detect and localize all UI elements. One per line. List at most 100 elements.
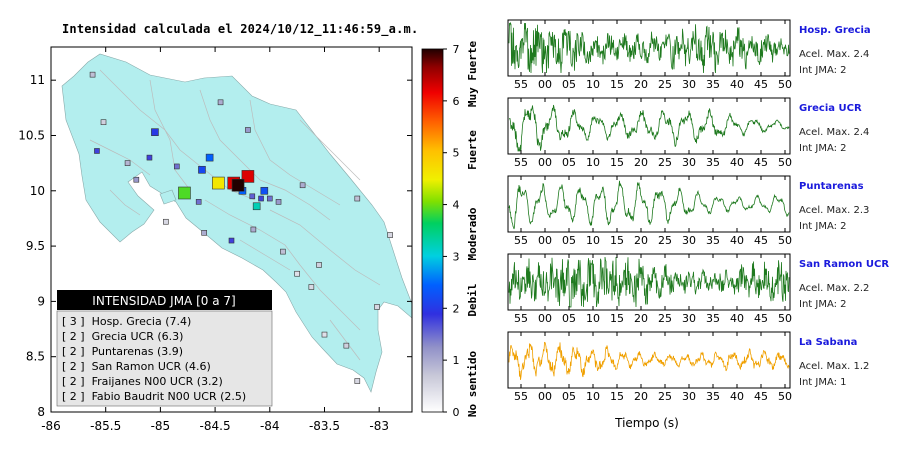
time-tick-label: 20 bbox=[634, 78, 648, 91]
station-name: La Sabana bbox=[799, 337, 857, 348]
waveform-frame bbox=[507, 97, 791, 155]
waveform-panel: 55 00 05 10 15 20 25 30 35 40 45 50 La Sabana Acel. M… bbox=[507, 331, 869, 403]
colorbar-gradient bbox=[421, 48, 444, 413]
time-tick-label: 50 bbox=[778, 312, 792, 325]
legend-item: [ 2 ] Puntarenas (3.9) bbox=[62, 345, 183, 358]
time-axis-label: Tiempo (s) bbox=[614, 416, 679, 430]
waveform-trace bbox=[508, 341, 790, 380]
waveform-panel: 55 00 05 10 15 20 25 30 35 40 45 50 Hosp. Grecia Acel… bbox=[507, 19, 871, 91]
time-tick-label: 45 bbox=[754, 78, 768, 91]
time-tick-label: 25 bbox=[658, 234, 672, 247]
jma-intensity: Int JMA: 2 bbox=[799, 65, 847, 76]
time-tick-label: 00 bbox=[538, 156, 552, 169]
station-marker bbox=[316, 262, 322, 268]
time-tick-label: 55 bbox=[514, 78, 528, 91]
map-x-tick-label: -84 bbox=[260, 419, 280, 433]
time-tick-label: 25 bbox=[658, 390, 672, 403]
time-tick-label: 15 bbox=[610, 156, 624, 169]
station-marker bbox=[252, 202, 261, 211]
time-tick-label: 05 bbox=[562, 234, 576, 247]
station-marker bbox=[89, 71, 96, 78]
peak-acceleration: Acel. Max. 2.4 bbox=[799, 127, 869, 138]
waveform-frame bbox=[507, 331, 791, 389]
map-y-tick-label: 9 bbox=[37, 294, 45, 308]
colorbar-tick-label: 4 bbox=[453, 199, 460, 212]
peak-acceleration: Acel. Max. 2.2 bbox=[799, 283, 869, 294]
time-tick-label: 40 bbox=[730, 78, 744, 91]
waveform-panel: 55 00 05 10 15 20 25 30 35 40 45 50 Grecia UCR Acel. … bbox=[507, 97, 869, 169]
colorbar-tick-label: 3 bbox=[453, 250, 460, 263]
time-tick-label: 50 bbox=[778, 390, 792, 403]
colorbar-label-debil: Debil bbox=[466, 283, 479, 316]
time-tick-label: 55 bbox=[514, 234, 528, 247]
map-y-tick-label: 8.5 bbox=[26, 350, 45, 364]
jma-intensity: Int JMA: 2 bbox=[799, 143, 847, 154]
map-x-axis: -86 -85.5 -85 -84.5 -84 -83.5 -83 bbox=[41, 47, 389, 433]
time-tick-label: 20 bbox=[634, 390, 648, 403]
map-y-tick-label: 8 bbox=[37, 405, 45, 419]
time-tick-label: 30 bbox=[682, 312, 696, 325]
time-tick-label: 35 bbox=[706, 78, 720, 91]
map-y-tick-label: 11 bbox=[30, 73, 45, 87]
map-y-tick-label: 10 bbox=[30, 184, 45, 198]
station-marker bbox=[374, 304, 380, 310]
station-marker bbox=[299, 182, 306, 189]
time-tick-label: 50 bbox=[778, 78, 792, 91]
time-tick-label: 10 bbox=[586, 156, 600, 169]
map-y-tick-label: 10.5 bbox=[18, 128, 45, 142]
station-marker bbox=[275, 199, 282, 205]
waveform-panels: 55 00 05 10 15 20 25 30 35 40 45 50 Hosp. Grecia Acel… bbox=[507, 19, 889, 403]
time-tick-label: 30 bbox=[682, 78, 696, 91]
rivers-and-roads bbox=[89, 69, 381, 361]
time-tick-label: 45 bbox=[754, 390, 768, 403]
map-x-tick-label: -85.5 bbox=[90, 419, 121, 433]
waveform-panel: 55 00 05 10 15 20 25 30 35 40 45 50 San Ramon UCR Ace… bbox=[507, 253, 889, 325]
waveform-frame bbox=[507, 19, 791, 77]
station-marker bbox=[249, 193, 256, 200]
station-marker bbox=[217, 99, 224, 106]
legend-item: [ 2 ] San Ramon UCR (4.6) bbox=[62, 360, 211, 373]
map-x-tick-label: -83 bbox=[369, 419, 389, 433]
time-tick-label: 05 bbox=[562, 312, 576, 325]
time-tick-label: 10 bbox=[586, 78, 600, 91]
peak-acceleration: Acel. Max. 2.3 bbox=[799, 205, 869, 216]
colorbar-label-muy-fuerte: Muy Fuerte bbox=[466, 41, 479, 108]
intensity-colorbar: 0 1 2 3 4 5 6 7 No sentido Debil Moderado Fuert… bbox=[421, 41, 479, 419]
time-tick-label: 00 bbox=[538, 312, 552, 325]
map-x-tick-label: -84.5 bbox=[200, 419, 231, 433]
time-tick-label: 00 bbox=[538, 78, 552, 91]
colorbar-label-moderado: Moderado bbox=[466, 207, 479, 260]
station-marker bbox=[195, 199, 202, 205]
station-marker bbox=[94, 148, 100, 154]
legend-item: [ 2 ] Fraijanes N00 UCR (3.2) bbox=[62, 375, 223, 388]
time-tick-label: 25 bbox=[658, 312, 672, 325]
nicoya-gulf-island bbox=[159, 189, 177, 205]
colorbar-tick-label: 5 bbox=[453, 147, 460, 160]
station-marker bbox=[354, 378, 361, 384]
legend-item: [ 3 ] Hosp. Grecia (7.4) bbox=[62, 315, 191, 328]
colorbar-tick-label: 2 bbox=[453, 302, 460, 315]
peak-acceleration: Acel. Max. 2.4 bbox=[799, 49, 869, 60]
legend-box bbox=[56, 310, 273, 407]
time-tick-label: 30 bbox=[682, 234, 696, 247]
station-marker bbox=[245, 127, 251, 133]
station-marker bbox=[228, 237, 235, 244]
time-tick-label: 35 bbox=[706, 234, 720, 247]
time-tick-label: 45 bbox=[754, 156, 768, 169]
time-tick-label: 50 bbox=[778, 234, 792, 247]
waveform-frame bbox=[507, 175, 791, 233]
colorbar-tick-label: 6 bbox=[453, 95, 460, 108]
legend-header-bar bbox=[57, 290, 272, 310]
station-markers bbox=[89, 71, 393, 384]
map-y-axis: 11 10.5 10 9.5 9 8.5 8 bbox=[18, 73, 412, 419]
station-marker bbox=[294, 270, 300, 277]
station-marker bbox=[280, 248, 286, 255]
map-y-tick-label: 9.5 bbox=[26, 239, 45, 253]
time-tick-label: 15 bbox=[610, 312, 624, 325]
peak-acceleration: Acel. Max. 1.2 bbox=[799, 361, 869, 372]
costa-rica-land bbox=[61, 53, 412, 393]
station-name: San Ramon UCR bbox=[799, 259, 889, 270]
map-x-tick-label: -85 bbox=[151, 419, 171, 433]
time-tick-label: 00 bbox=[538, 234, 552, 247]
